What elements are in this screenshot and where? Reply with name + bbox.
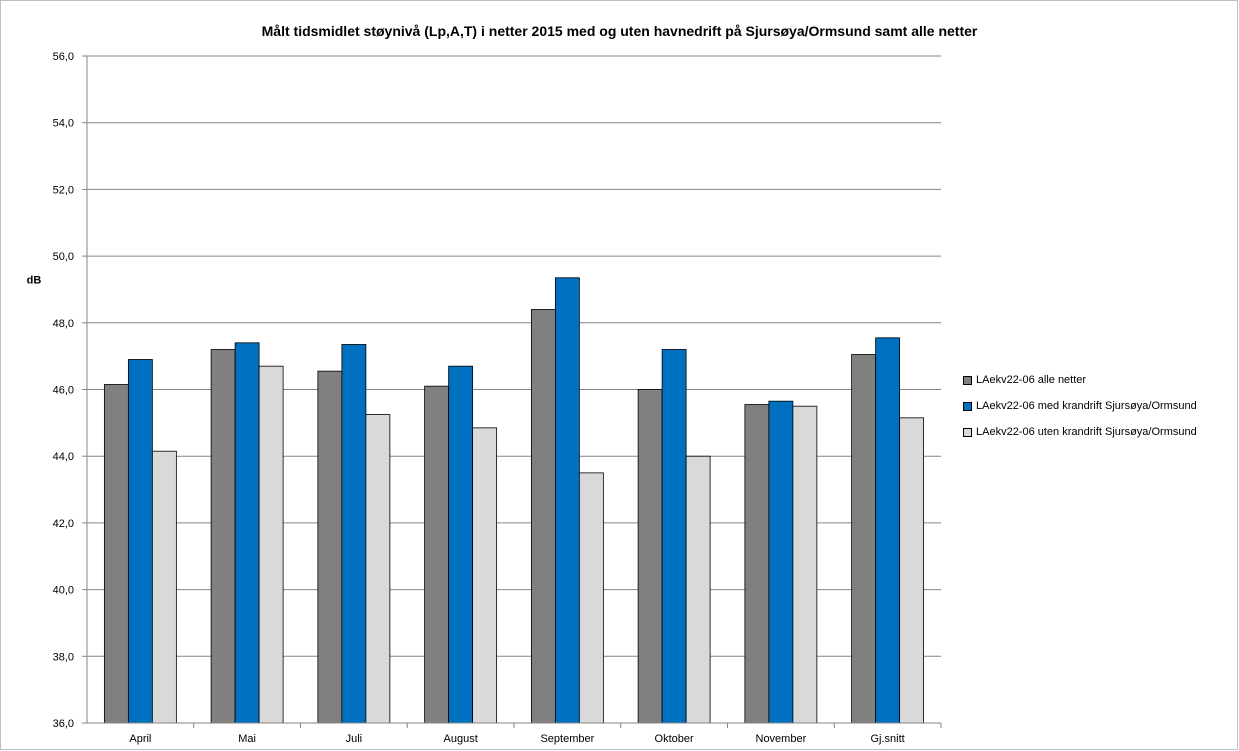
y-tick-label: 46,0 — [53, 385, 74, 397]
y-tick-label: 56,0 — [53, 51, 74, 63]
bar — [875, 337, 901, 724]
y-tick-label: 50,0 — [53, 251, 74, 263]
bar — [578, 472, 604, 724]
legend-label: LAekv22-06 med krandrift Sjursøya/Ormsun… — [976, 400, 1197, 412]
bar — [472, 427, 498, 724]
y-tick-label: 36,0 — [53, 718, 74, 730]
legend-item: LAekv22-06 uten krandrift Sjursøya/Ormsu… — [963, 419, 1197, 445]
y-tick-label: 48,0 — [53, 318, 74, 330]
chart-title: Målt tidsmidlet støynivå (Lp,A,T) i nett… — [261, 23, 978, 39]
bar — [637, 389, 663, 724]
x-tick-label: November — [756, 733, 807, 745]
legend-item: LAekv22-06 alle netter — [963, 367, 1197, 393]
x-tick-label: Juli — [346, 733, 363, 745]
bar — [744, 404, 770, 724]
y-tick-label: 52,0 — [53, 184, 74, 196]
x-tick-label: Mai — [238, 733, 256, 745]
legend: LAekv22-06 alle netter LAekv22-06 med kra… — [963, 367, 1197, 445]
bar — [210, 349, 236, 724]
legend-label: LAekv22-06 uten krandrift Sjursøya/Ormsu… — [976, 426, 1197, 438]
bar — [530, 309, 556, 724]
bar — [554, 277, 580, 724]
y-tick-label: 40,0 — [53, 585, 74, 597]
bar — [448, 365, 474, 724]
bar — [151, 450, 177, 724]
y-axis-label: dB — [27, 274, 42, 286]
bar — [317, 370, 343, 724]
x-tick-label: August — [444, 733, 478, 745]
y-tick-label: 44,0 — [53, 451, 74, 463]
y-tick-label: 38,0 — [53, 651, 74, 663]
x-tick-label: April — [129, 733, 151, 745]
bar — [851, 354, 877, 724]
bar — [341, 344, 367, 724]
legend-swatch — [963, 375, 972, 385]
bar — [258, 365, 284, 724]
bar — [685, 455, 711, 724]
y-tick-label: 42,0 — [53, 518, 74, 530]
bar — [899, 417, 925, 724]
y-tick-label: 54,0 — [53, 118, 74, 130]
axis-labels: 36,0 38,0 40,0 42,0 44,0 46,0 48,0 50,0 52,0 54,0… — [27, 51, 905, 745]
bar — [365, 414, 391, 724]
bar — [792, 405, 818, 724]
legend-swatch — [963, 401, 972, 411]
bars — [103, 277, 925, 724]
legend-item: LAekv22-06 med krandrift Sjursøya/Ormsun… — [963, 393, 1197, 419]
bar — [234, 342, 260, 724]
bar — [127, 359, 153, 724]
bar — [768, 400, 794, 724]
legend-label: LAekv22-06 alle netter — [976, 374, 1087, 386]
x-tick-label: September — [540, 733, 594, 745]
x-tick-label: Gj.snitt — [871, 733, 905, 745]
legend-swatch — [963, 427, 972, 437]
bar — [661, 349, 687, 724]
bar — [103, 384, 129, 724]
bar — [424, 385, 450, 724]
axes — [82, 55, 942, 728]
x-tick-label: Oktober — [655, 733, 694, 745]
